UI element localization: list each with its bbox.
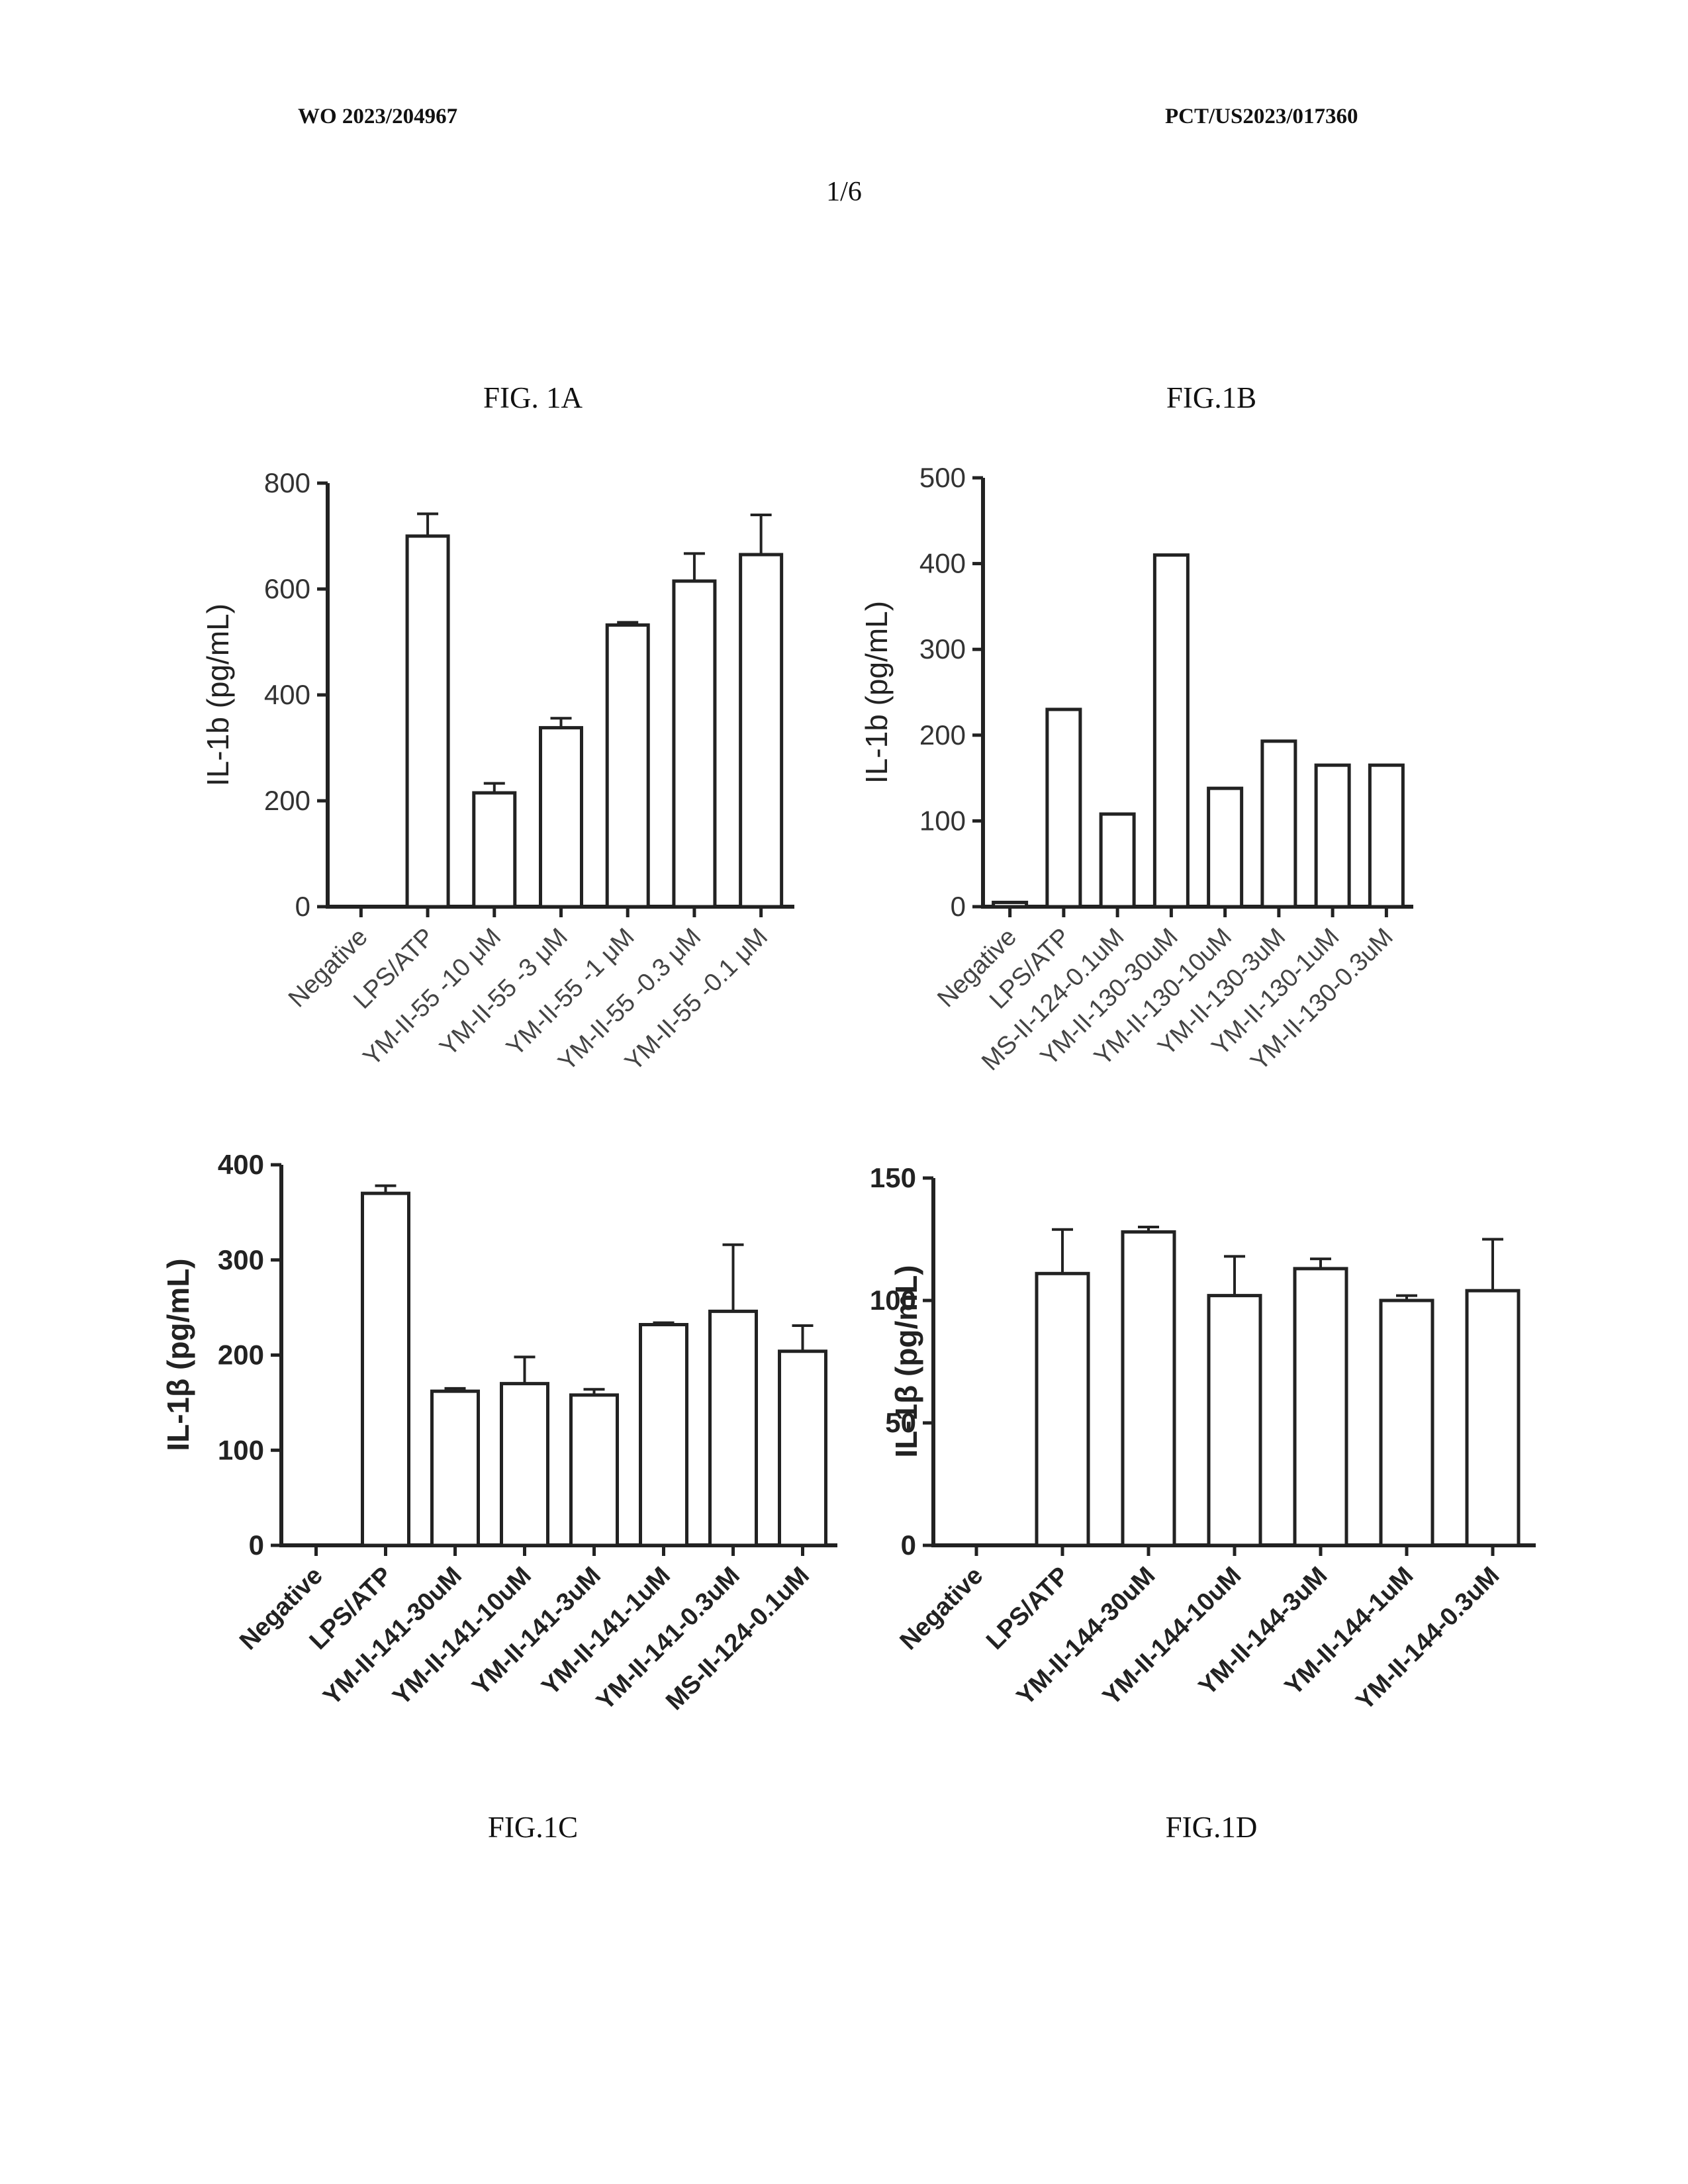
x-tick-label: YM-II-144-0.3uM (1351, 1562, 1505, 1716)
bar (1209, 1296, 1260, 1545)
x-tick-label: LPS/ATP (981, 1562, 1074, 1655)
bar (1295, 1269, 1346, 1545)
bar (1467, 1291, 1519, 1545)
y-tick-label: 150 (870, 1162, 916, 1193)
bar (1037, 1273, 1088, 1545)
bar (1381, 1300, 1432, 1545)
y-axis-label: IL-1β (pg/mL) (889, 1265, 923, 1457)
x-tick-label: Negative (895, 1562, 989, 1656)
bar (1123, 1232, 1174, 1545)
y-tick-label: 0 (901, 1529, 916, 1561)
